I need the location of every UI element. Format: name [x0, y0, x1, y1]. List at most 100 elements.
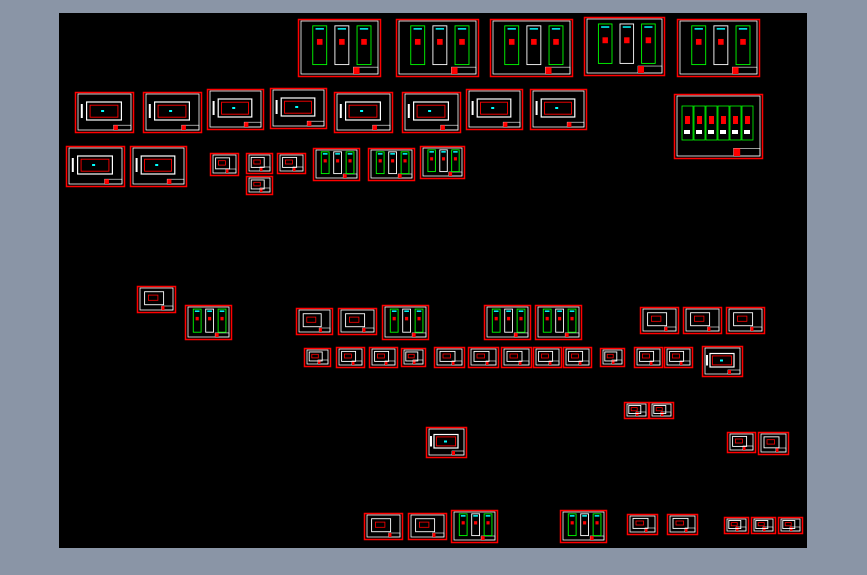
drawing-sheet[interactable]	[74, 91, 135, 134]
drawing-sheet[interactable]	[142, 91, 203, 134]
drawing-sheet[interactable]	[184, 304, 233, 341]
drawing-sheet[interactable]	[312, 147, 361, 182]
drawing-sheet[interactable]	[562, 346, 593, 369]
drawing-sheet[interactable]	[335, 346, 366, 369]
detail-view	[250, 179, 265, 190]
drawing-sheet[interactable]	[367, 147, 416, 182]
drawing-sheet[interactable]	[297, 18, 382, 78]
drawing-sheet[interactable]	[333, 91, 394, 134]
drawing-sheet[interactable]	[599, 347, 626, 368]
drawing-sheet[interactable]	[245, 175, 274, 196]
accent-mark	[557, 310, 562, 312]
drawing-sheet[interactable]	[723, 516, 750, 535]
detail-mark	[696, 130, 702, 134]
drawing-sheet[interactable]	[623, 401, 650, 420]
drawing-sheet[interactable]	[401, 91, 462, 134]
drawing-sheet[interactable]	[534, 304, 583, 341]
sheet-frame	[685, 308, 720, 332]
drawing-sheet[interactable]	[129, 145, 188, 188]
drawing-sheet[interactable]	[209, 152, 240, 177]
drawing-sheet[interactable]	[467, 346, 500, 369]
detail-view	[782, 520, 796, 529]
drawing-sheet[interactable]	[381, 304, 430, 341]
drawing-sheet[interactable]	[450, 509, 499, 544]
drawing-sheet[interactable]	[400, 347, 427, 368]
drawing-sheet[interactable]	[559, 509, 608, 544]
drawing-sheet[interactable]	[676, 18, 761, 78]
detail-inner	[784, 522, 792, 527]
detail-mark	[208, 316, 212, 321]
drawing-sheet[interactable]	[663, 346, 694, 369]
drawing-sheet[interactable]	[639, 306, 680, 335]
sheet-border	[648, 401, 675, 420]
drawing-sheet[interactable]	[419, 145, 466, 180]
drawing-sheet[interactable]	[136, 285, 177, 314]
detail-view	[415, 518, 436, 533]
detail-mark	[316, 38, 323, 45]
sheet-border	[368, 346, 399, 369]
sheet-border	[726, 431, 757, 454]
sheet-frame	[248, 177, 271, 193]
title-block-mark	[549, 361, 552, 365]
detail-mark	[220, 316, 224, 321]
drawing-sheet[interactable]	[65, 145, 126, 188]
drawing-sheet[interactable]	[245, 152, 274, 175]
drawing-sheet[interactable]	[368, 346, 399, 369]
drawing-sheet[interactable]	[425, 426, 468, 459]
drawing-sheet[interactable]	[633, 346, 664, 369]
sheet-border	[465, 88, 524, 131]
drawing-sheet[interactable]	[682, 306, 723, 335]
plan-view	[345, 101, 382, 121]
drawing-sheet[interactable]	[666, 513, 699, 536]
drawing-sheet[interactable]	[276, 152, 307, 175]
title-block-mark	[372, 125, 377, 130]
drawing-sheet[interactable]	[726, 431, 757, 454]
drawing-sheet[interactable]	[433, 346, 466, 369]
drawing-sheet[interactable]	[532, 346, 563, 369]
drawing-sheet[interactable]	[529, 88, 588, 131]
drawing-sheet[interactable]	[500, 346, 533, 369]
detail-mark	[721, 116, 726, 124]
drawing-sheet[interactable]	[673, 93, 764, 160]
drawing-sheet[interactable]	[626, 513, 659, 536]
drawing-sheet[interactable]	[269, 87, 328, 130]
sheet-frame	[370, 149, 413, 179]
drawing-sheet[interactable]	[777, 516, 804, 535]
sheet-frame	[272, 89, 325, 127]
sheet-border	[777, 516, 804, 535]
drawing-sheet[interactable]	[583, 16, 666, 77]
title-block-mark	[707, 327, 711, 331]
title-block-mark	[352, 361, 355, 365]
drawing-canvas[interactable]	[59, 13, 807, 548]
drawing-sheet[interactable]	[648, 401, 675, 420]
detail-inner	[730, 522, 738, 527]
drawing-sheet[interactable]	[725, 306, 766, 335]
accent-mark	[322, 153, 328, 155]
drawing-sheet[interactable]	[407, 512, 448, 541]
drawing-sheet[interactable]	[206, 88, 265, 131]
drawing-sheet[interactable]	[337, 307, 378, 336]
detail-view	[345, 313, 366, 328]
sheet-border	[673, 93, 764, 160]
detail-mark	[494, 316, 498, 321]
drawing-sheet[interactable]	[489, 18, 574, 78]
drawing-sheet[interactable]	[483, 304, 532, 341]
sheet-border	[245, 152, 274, 175]
drawing-sheet[interactable]	[757, 431, 790, 456]
drawing-sheet[interactable]	[295, 307, 334, 336]
accent-mark	[92, 164, 96, 166]
elevation-view	[312, 25, 328, 66]
drawing-sheet[interactable]	[395, 18, 480, 78]
drawing-sheet[interactable]	[303, 347, 332, 368]
title-block-mark	[743, 446, 746, 450]
drawing-sheet[interactable]	[465, 88, 524, 131]
detail-mark	[474, 521, 478, 525]
sheet-border	[419, 145, 466, 180]
drawing-sheet[interactable]	[363, 512, 404, 541]
drawing-sheet[interactable]	[750, 516, 777, 535]
accent-mark	[335, 153, 340, 155]
elevation-view	[320, 151, 330, 175]
sheet-frame	[562, 511, 605, 541]
accent-mark	[101, 110, 105, 112]
drawing-sheet[interactable]	[701, 345, 744, 378]
